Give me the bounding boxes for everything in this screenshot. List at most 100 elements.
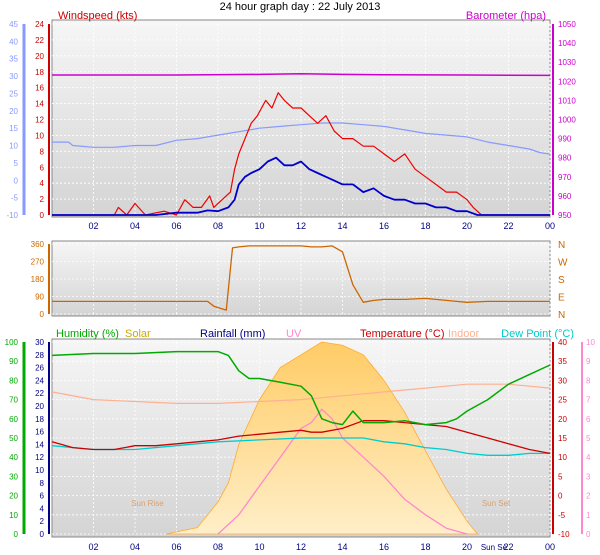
indoor-series-line	[51, 383, 551, 404]
windspeed-axis-tick-label: 4	[40, 179, 45, 188]
barometer-axis-label: Barometer (hpa)	[466, 10, 546, 22]
temperature-axis-tick-label: 40	[558, 338, 567, 347]
barometer-axis-tick-label: 1050	[558, 20, 576, 29]
uv-axis-tick-label: 7	[586, 396, 591, 405]
dewpoint-series-line	[51, 437, 550, 456]
rainfall-axis-tick-label: 20	[35, 402, 44, 411]
humidity-axis-tick-label: 50	[9, 434, 18, 443]
windspeed-axis-label: Windspeed (kts)	[58, 10, 137, 22]
uv-axis-tick-label: 9	[586, 357, 591, 366]
barometer-axis-tick-label: 970	[558, 173, 572, 182]
humidity-axis-tick-label: 20	[9, 492, 18, 501]
barometer-axis-tick-label: 980	[558, 154, 572, 163]
humidity-axis-tick-label: 60	[9, 415, 18, 424]
windspeed-axis-tick-label: 14	[35, 100, 44, 109]
barometer-axis-tick-label: 1040	[558, 39, 576, 48]
uv-axis-tick-label: 1	[586, 511, 591, 520]
uv-series-line	[217, 408, 468, 535]
sunrise-annotation: Sun Rise	[131, 499, 164, 508]
x-tick-label: 06	[171, 542, 181, 552]
uv-axis-tick-label: 6	[586, 415, 591, 424]
rainfall-axis-tick-label: 16	[35, 428, 44, 437]
barometer-axis-tick-label: 1010	[558, 96, 576, 105]
humidity-series-line	[51, 350, 551, 426]
barometer-axis-tick-label: 990	[558, 135, 572, 144]
temperature-axis-tick-label: 15	[558, 434, 567, 443]
rainfall-axis-tick-label: 14	[35, 440, 44, 449]
x-tick-label: 14	[337, 221, 347, 231]
wind-gust-series-line	[52, 92, 550, 216]
outer-axis-tick-label: 10	[9, 142, 18, 151]
x-tick-label: 20	[462, 221, 472, 231]
humidity-axis-tick-label: 10	[9, 511, 18, 520]
x-tick-label: 18	[420, 542, 430, 552]
x-tick-label: 00	[545, 221, 555, 231]
windspeed-axis-tick-label: 0	[40, 211, 45, 220]
windspeed-axis-tick-label: 18	[35, 68, 44, 77]
uv-axis-tick-label: 10	[586, 338, 595, 347]
compass-axis-tick-label: N	[558, 240, 565, 251]
x-tick-label: 18	[420, 221, 430, 231]
outer-axis-tick-label: 0	[14, 176, 19, 185]
humidity-axis-tick-label: 0	[14, 530, 19, 539]
x-tick-label: 14	[337, 542, 347, 552]
barometer-axis-tick-label: 1030	[558, 58, 576, 67]
rainfall-axis-tick-label: 0	[40, 530, 45, 539]
compass-axis-tick-label: W	[558, 258, 568, 269]
humidity-axis-tick-label: 90	[9, 357, 18, 366]
wind-chart: 02 04 06 08 10 12 14 16 18 20 22 004540353025201510…	[6, 20, 576, 231]
rainfall-axis-tick-label: 26	[35, 364, 44, 373]
barometer-axis-tick-label: 1000	[558, 116, 576, 125]
x-tick-label: 10	[254, 221, 264, 231]
humidity-label: Humidity (%)	[56, 328, 119, 340]
outer-axis-tick-label: -10	[6, 211, 18, 220]
outer-axis-tick-label: 40	[9, 37, 18, 46]
outer-axis-tick-label: 5	[14, 159, 19, 168]
temperature-axis-tick-label: 5	[558, 472, 563, 481]
humidity-axis-tick-label: 40	[9, 453, 18, 462]
uv-axis-tick-label: 8	[586, 376, 591, 385]
x-tick-label: 16	[379, 221, 389, 231]
x-tick-label: 22	[503, 542, 513, 552]
direction-axis-tick-label: 360	[31, 240, 45, 249]
x-tick-label: 12	[296, 221, 306, 231]
x-tick-label: 08	[213, 542, 223, 552]
x-tick-label: 04	[130, 221, 140, 231]
rainfall-axis-tick-label: 24	[35, 376, 44, 385]
windspeed-axis-tick-label: 10	[35, 131, 44, 140]
direction-axis-tick-label: 270	[31, 258, 45, 267]
uv-axis-tick-label: 2	[586, 492, 591, 501]
rainfall-axis-tick-label: 18	[35, 415, 44, 424]
x-tick-label: 02	[88, 221, 98, 231]
humidity-axis-tick-label: 70	[9, 396, 18, 405]
rainfall-axis-tick-label: 22	[35, 389, 44, 398]
temperature-axis-tick-label: 20	[558, 415, 567, 424]
outer-blue-series-line	[52, 122, 551, 155]
direction-axis-tick-label: 0	[40, 310, 45, 319]
compass-axis-tick-label: S	[558, 275, 565, 286]
temperature-axis-tick-label: 30	[558, 376, 567, 385]
rainfall-axis-tick-label: 2	[40, 517, 45, 526]
uv-axis-tick-label: 3	[586, 472, 591, 481]
direction-axis-tick-label: 180	[31, 275, 45, 284]
solar-label: Solar	[125, 328, 151, 340]
windspeed-axis-tick-label: 24	[35, 20, 44, 29]
wind-direction-series-line	[52, 245, 550, 311]
temperature-axis-tick-label: -5	[558, 511, 566, 520]
humidity-axis-tick-label: 30	[9, 472, 18, 481]
outer-axis-tick-label: 15	[9, 124, 18, 133]
x-tick-label: 22	[503, 221, 513, 231]
temperature-series-line	[51, 420, 551, 455]
x-tick-label: 08	[213, 221, 223, 231]
sunset-tick-label: Sun Se	[481, 543, 508, 552]
x-tick-label: 10	[254, 542, 264, 552]
temperature-axis-tick-label: 25	[558, 396, 567, 405]
indoor-label: Indoor	[448, 328, 480, 340]
x-tick-label: 02	[88, 542, 98, 552]
outer-axis-tick-label: 30	[9, 72, 18, 81]
temperature-axis-tick-label: 10	[558, 453, 567, 462]
direction-axis-tick-label: 90	[35, 293, 44, 302]
